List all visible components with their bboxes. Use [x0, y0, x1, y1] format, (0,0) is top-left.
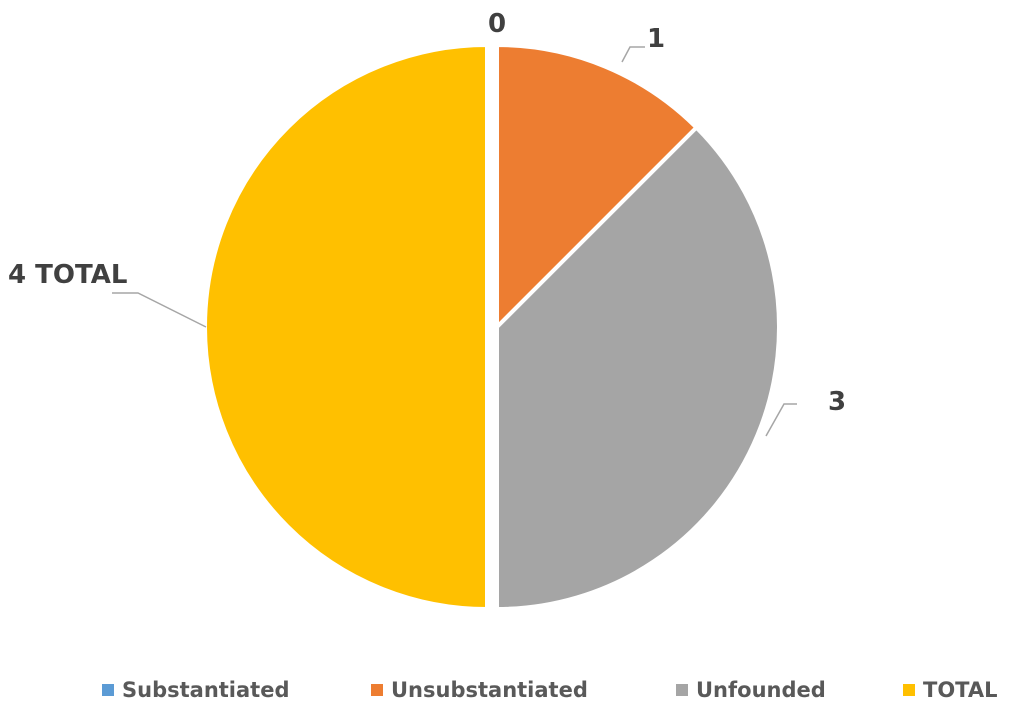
leader-line-unfounded — [765, 403, 797, 437]
data-label-unfounded: 3 — [828, 387, 846, 417]
pie-slices — [203, 43, 781, 611]
legend-label-total: TOTAL — [923, 678, 998, 702]
legend-swatch-total — [903, 684, 915, 696]
leader-lines — [112, 46, 797, 437]
legend-swatch-unsubstantiated — [371, 684, 383, 696]
data-label-total: 4 TOTAL — [8, 260, 127, 290]
data-labels: 0 1 3 4 TOTAL — [8, 9, 846, 417]
leader-line-unsubstantiated — [621, 46, 645, 63]
legend-item-total: TOTAL — [903, 678, 998, 702]
legend-item-substantiated: Substantiated — [102, 678, 290, 702]
legend-swatch-unfounded — [676, 684, 688, 696]
legend-swatch-substantiated — [102, 684, 114, 696]
pie-slice-total — [203, 43, 489, 611]
legend-label-unsubstantiated: Unsubstantiated — [391, 678, 588, 702]
legend-label-substantiated: Substantiated — [122, 678, 290, 702]
legend: Substantiated Unsubstantiated Unfounded … — [0, 678, 1016, 708]
legend-item-unfounded: Unfounded — [676, 678, 826, 702]
pie-slice-unsubstantiated — [495, 43, 699, 329]
leader-line-total — [112, 292, 207, 328]
pie-slice-unfounded — [495, 125, 781, 611]
data-label-substantiated: 0 — [488, 9, 506, 39]
data-label-unsubstantiated: 1 — [647, 24, 665, 54]
legend-item-unsubstantiated: Unsubstantiated — [371, 678, 588, 702]
legend-label-unfounded: Unfounded — [696, 678, 826, 702]
